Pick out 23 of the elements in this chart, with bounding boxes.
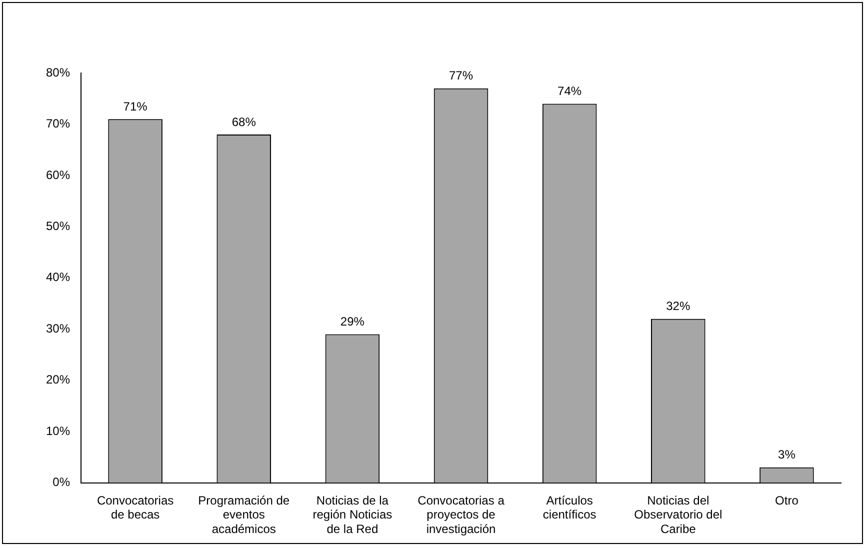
y-tick-label: 50% [46,218,70,233]
x-tick-label: Otro [775,493,799,508]
data-label: 68% [232,114,256,129]
x-tick-label: Artículos científicos [542,493,596,522]
x-tick-label: Convocatorias de becas [96,493,174,522]
y-tick-label: 70% [46,116,70,131]
y-tick-label: 20% [46,372,70,387]
y-tick-label: 0% [52,475,70,490]
data-label: 3% [778,448,796,462]
y-tick-label: 10% [46,424,70,438]
data-label: 32% [666,299,690,314]
y-tick-label: 40% [46,270,70,284]
data-label: 71% [123,99,148,114]
x-tick-label: Programación de eventos académicos [198,493,290,536]
data-label: 77% [448,68,474,83]
data-label: 29% [340,314,365,329]
y-tick-label: 60% [46,168,70,182]
x-tick-label: Convocatorias a proyectos de investigación [418,493,505,536]
data-label: 74% [558,84,582,98]
x-tick-label: Noticias del Observatorio del Caribe [634,493,722,536]
y-tick-label: 30% [46,321,70,336]
y-tick-label: 80% [46,65,70,80]
x-tick-label: Noticias de la región Noticias de la Red [312,493,392,536]
